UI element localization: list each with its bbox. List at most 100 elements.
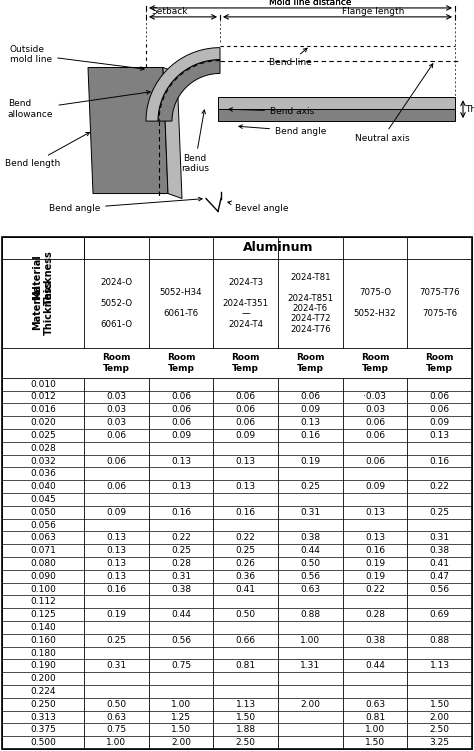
- Text: 0.313: 0.313: [30, 713, 56, 722]
- Text: 0.03: 0.03: [106, 418, 127, 427]
- Text: 0.06: 0.06: [171, 418, 191, 427]
- Text: 1.13: 1.13: [236, 700, 256, 709]
- Text: 0.69: 0.69: [429, 610, 450, 619]
- Text: 2.50: 2.50: [236, 738, 255, 747]
- Text: 0.19: 0.19: [300, 457, 320, 466]
- Text: 0.224: 0.224: [30, 687, 56, 696]
- Text: 0.13: 0.13: [106, 572, 127, 581]
- Text: 0.190: 0.190: [30, 662, 56, 671]
- Text: 0.16: 0.16: [236, 508, 256, 517]
- Text: 0.25: 0.25: [236, 546, 255, 555]
- Text: 0.38: 0.38: [429, 546, 450, 555]
- Polygon shape: [158, 59, 220, 121]
- Text: 0.03: 0.03: [106, 406, 127, 415]
- Text: 0.06: 0.06: [300, 393, 320, 402]
- Text: 0.06: 0.06: [429, 393, 450, 402]
- Text: 1.50: 1.50: [365, 738, 385, 747]
- Text: 0.63: 0.63: [106, 713, 127, 722]
- Text: 0.040: 0.040: [30, 482, 56, 491]
- Text: 0.44: 0.44: [171, 610, 191, 619]
- Text: 0.44: 0.44: [301, 546, 320, 555]
- Text: 1.00: 1.00: [300, 635, 320, 644]
- Text: 0.06: 0.06: [236, 406, 256, 415]
- Text: 0.180: 0.180: [30, 649, 56, 658]
- Text: 0.071: 0.071: [30, 546, 56, 555]
- Text: 0.06: 0.06: [365, 431, 385, 440]
- Text: 0.032: 0.032: [30, 457, 56, 466]
- Text: 0.26: 0.26: [236, 559, 255, 568]
- Text: 0.16: 0.16: [106, 584, 127, 593]
- Text: 0.200: 0.200: [30, 674, 56, 683]
- Text: 0.22: 0.22: [236, 533, 255, 542]
- Text: 0.06: 0.06: [106, 457, 127, 466]
- Text: 0.09: 0.09: [236, 431, 256, 440]
- Text: 0.09: 0.09: [365, 482, 385, 491]
- Text: 0.06: 0.06: [106, 482, 127, 491]
- Text: 0.06: 0.06: [106, 431, 127, 440]
- Text: 0.36: 0.36: [236, 572, 256, 581]
- Text: 0.19: 0.19: [106, 610, 127, 619]
- Text: 0.160: 0.160: [30, 635, 56, 644]
- Text: 0.100: 0.100: [30, 584, 56, 593]
- Text: ·0.03: ·0.03: [364, 393, 386, 402]
- Text: Room
Temp: Room Temp: [231, 353, 260, 372]
- Text: 0.13: 0.13: [171, 482, 191, 491]
- Polygon shape: [218, 98, 455, 109]
- Text: 0.47: 0.47: [429, 572, 450, 581]
- Text: 0.31: 0.31: [171, 572, 191, 581]
- Text: 0.13: 0.13: [300, 418, 320, 427]
- Text: 0.080: 0.080: [30, 559, 56, 568]
- Text: 0.31: 0.31: [429, 533, 450, 542]
- Text: 7075-O

5052-H32: 7075-O 5052-H32: [354, 288, 396, 318]
- Text: 0.028: 0.028: [30, 444, 56, 453]
- Text: 1.00: 1.00: [365, 725, 385, 734]
- Text: 0.13: 0.13: [429, 431, 450, 440]
- Text: 1.88: 1.88: [236, 725, 256, 734]
- Text: 0.75: 0.75: [106, 725, 127, 734]
- Text: 0.06: 0.06: [236, 418, 256, 427]
- Text: 0.036: 0.036: [30, 469, 56, 478]
- Text: 0.38: 0.38: [365, 635, 385, 644]
- Text: 0.063: 0.063: [30, 533, 56, 542]
- Text: 0.56: 0.56: [429, 584, 450, 593]
- Text: 0.25: 0.25: [301, 482, 320, 491]
- Text: 0.13: 0.13: [106, 559, 127, 568]
- Text: 0.06: 0.06: [171, 406, 191, 415]
- Text: 5052-H34

6061-T6: 5052-H34 6061-T6: [160, 288, 202, 318]
- Text: 0.41: 0.41: [429, 559, 450, 568]
- Text: 0.13: 0.13: [106, 546, 127, 555]
- Text: 0.16: 0.16: [300, 431, 320, 440]
- Text: 0.13: 0.13: [365, 533, 385, 542]
- Text: 1.31: 1.31: [300, 662, 320, 671]
- Text: 0.25: 0.25: [171, 546, 191, 555]
- Text: Mold line distance: Mold line distance: [269, 0, 352, 7]
- Text: 0.140: 0.140: [30, 623, 56, 632]
- Text: Bend
radius: Bend radius: [181, 110, 209, 173]
- Text: 0.56: 0.56: [171, 635, 191, 644]
- Text: 0.13: 0.13: [236, 482, 256, 491]
- Text: 2024-O

5052-O

6061-O: 2024-O 5052-O 6061-O: [100, 278, 132, 329]
- Text: 0.16: 0.16: [365, 546, 385, 555]
- Text: 0.13: 0.13: [106, 533, 127, 542]
- Text: 0.63: 0.63: [300, 584, 320, 593]
- Text: Bend line: Bend line: [269, 48, 311, 68]
- Text: 0.66: 0.66: [236, 635, 256, 644]
- Text: 0.09: 0.09: [300, 406, 320, 415]
- Text: 0.81: 0.81: [365, 713, 385, 722]
- Text: 1.50: 1.50: [429, 700, 450, 709]
- Text: Room
Temp: Room Temp: [426, 353, 454, 372]
- Text: 2024-T81

2024-T851
2024-T6
2024-T72
2024-T76: 2024-T81 2024-T851 2024-T6 2024-T72 2024…: [287, 273, 333, 334]
- Text: 0.81: 0.81: [236, 662, 256, 671]
- Text: 0.22: 0.22: [430, 482, 450, 491]
- Text: Material
Thickness: Material Thickness: [32, 280, 54, 335]
- Text: 1.13: 1.13: [429, 662, 450, 671]
- Text: Bend angle: Bend angle: [49, 198, 202, 213]
- Text: 0.050: 0.050: [30, 508, 56, 517]
- Text: 0.22: 0.22: [365, 584, 385, 593]
- Text: Thickness: Thickness: [465, 104, 474, 113]
- Text: 0.010: 0.010: [30, 380, 56, 389]
- Text: 0.28: 0.28: [365, 610, 385, 619]
- Text: 0.25: 0.25: [429, 508, 450, 517]
- Text: 0.19: 0.19: [365, 559, 385, 568]
- Text: 1.50: 1.50: [236, 713, 256, 722]
